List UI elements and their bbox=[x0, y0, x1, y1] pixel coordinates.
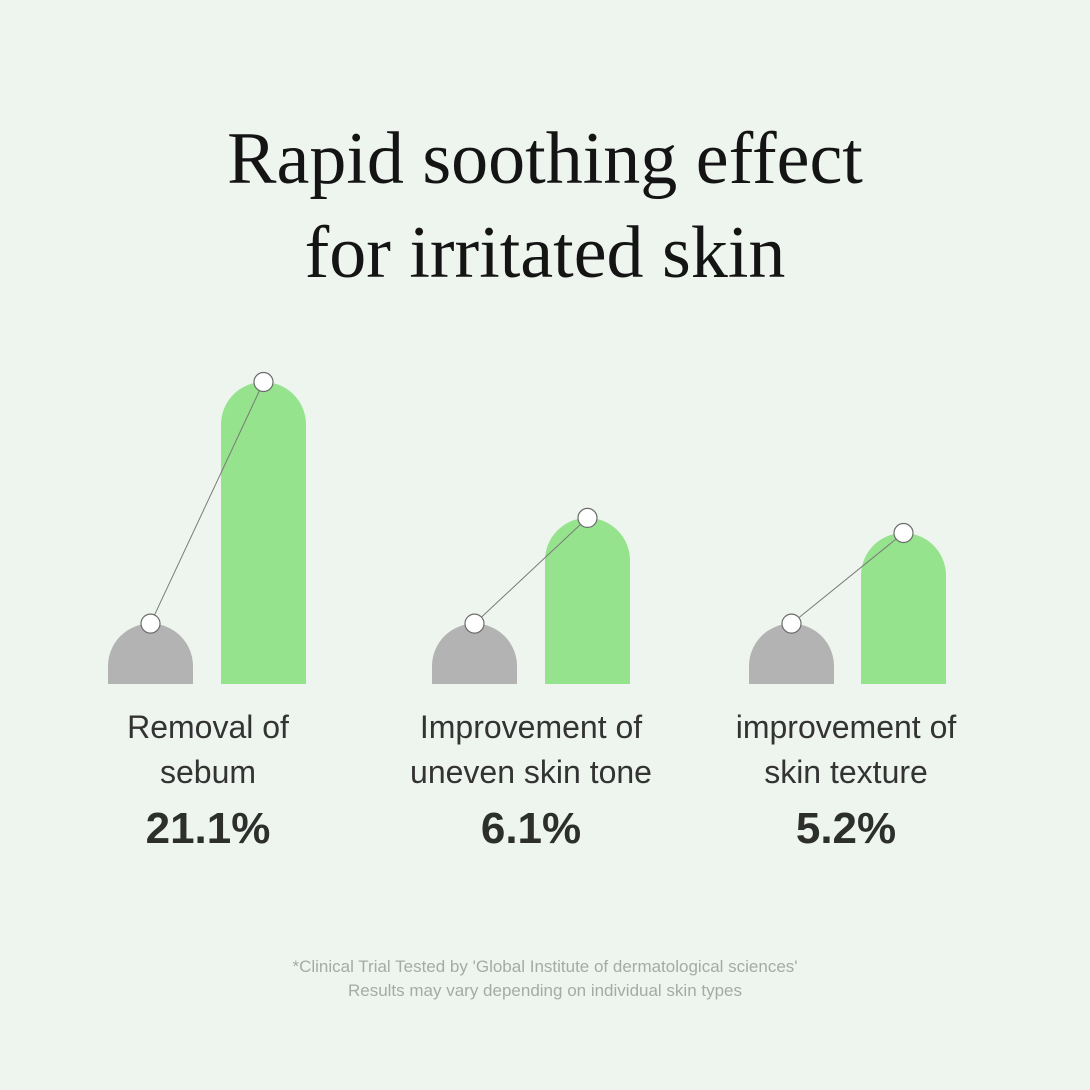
footnote-line-2: Results may vary depending on individual… bbox=[347, 981, 743, 1000]
group-value-skin-texture: 5.2% bbox=[795, 804, 897, 853]
footnote: *Clinical Trial Tested by 'Global Instit… bbox=[0, 955, 1090, 1003]
group-label-skin-tone: Improvement of uneven skin tone bbox=[376, 705, 686, 795]
title-line-2: for irritated skin bbox=[304, 212, 786, 294]
page-title: Rapid soothing effect for irritated skin bbox=[0, 112, 1090, 300]
before-marker bbox=[781, 613, 802, 634]
after-bar bbox=[861, 533, 946, 684]
group-label-sebum: Removal of sebum bbox=[58, 705, 358, 795]
group-label-line: skin texture bbox=[764, 754, 928, 790]
group-label-line: Improvement of bbox=[419, 709, 643, 745]
after-marker bbox=[893, 522, 914, 544]
group-label-line: uneven skin tone bbox=[410, 754, 652, 790]
before-bar bbox=[108, 623, 193, 684]
title-line-1: Rapid soothing effect bbox=[227, 118, 863, 200]
connector-line bbox=[474, 517, 588, 624]
after-marker bbox=[577, 507, 598, 529]
before-marker bbox=[464, 613, 485, 634]
after-bar bbox=[221, 382, 306, 684]
group-label-line: improvement of bbox=[735, 709, 957, 745]
footnote-line-1: *Clinical Trial Tested by 'Global Instit… bbox=[292, 957, 798, 976]
group-label-skin-texture: improvement of skin texture bbox=[696, 705, 996, 795]
connector-line bbox=[791, 532, 904, 624]
group-label-line: Removal of bbox=[127, 709, 289, 745]
group-label-line: sebum bbox=[159, 754, 257, 790]
before-bar bbox=[749, 623, 834, 684]
group-value-sebum: 21.1% bbox=[145, 804, 271, 853]
group-value-skin-tone: 6.1% bbox=[480, 804, 582, 853]
after-bar bbox=[545, 517, 630, 684]
connector-line bbox=[150, 381, 264, 624]
before-marker bbox=[140, 613, 161, 634]
after-marker bbox=[253, 371, 274, 393]
before-bar bbox=[432, 623, 517, 684]
